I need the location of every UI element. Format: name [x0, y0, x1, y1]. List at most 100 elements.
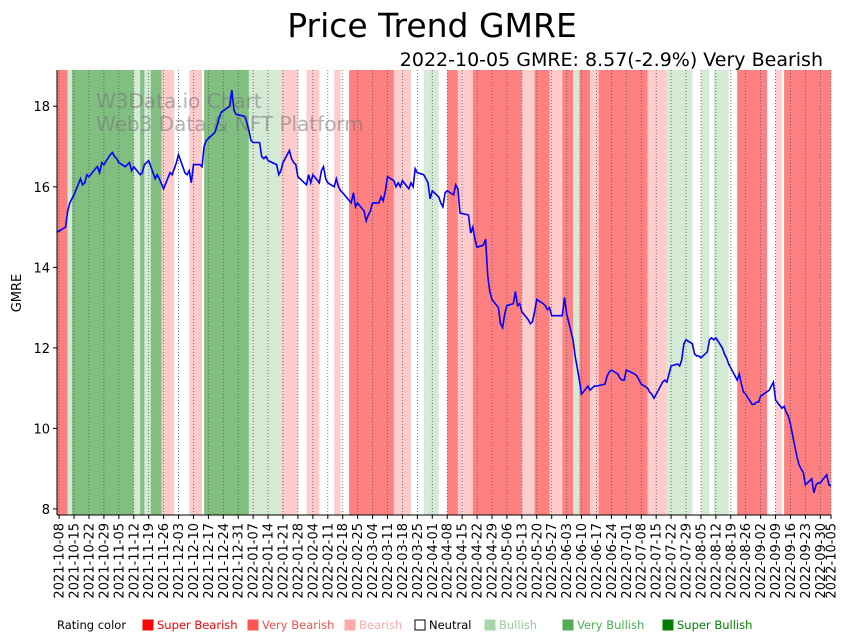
rating-band-very-bullish	[140, 70, 145, 515]
watermark: W3Data.io Chart Web3 Data & NFT Platform	[96, 89, 364, 136]
y-tick-label: 14	[33, 261, 50, 276]
x-tick-label: 2022-04-08	[441, 523, 456, 599]
rating-band-bearish	[334, 70, 341, 515]
legend-label-very-bullish: Very Bullish	[577, 618, 644, 632]
x-tick-label: 2022-04-15	[456, 523, 471, 599]
legend-title: Rating color	[57, 618, 126, 632]
legend-label-bearish: Bearish	[359, 618, 402, 632]
rating-band-bullish	[144, 70, 151, 515]
axes	[56, 70, 831, 516]
x-tick-label: 2022-02-25	[351, 523, 366, 599]
price-series-line	[56, 89, 832, 494]
x-tick-label: 2022-04-01	[426, 523, 441, 599]
rating-band-very-bearish	[784, 70, 831, 515]
rating-band-very-bullish	[150, 70, 162, 515]
x-tick-label: 2022-01-21	[277, 523, 292, 599]
legend-label-neutral: Neutral	[429, 618, 471, 632]
rating-band-very-bearish	[737, 70, 768, 515]
x-axis-ticks: 2021-10-08 2021-10-15 2021-10-22 2021-10-29…	[53, 515, 840, 599]
rating-band-bullish	[248, 70, 281, 515]
rating-band-bullish	[573, 70, 580, 515]
x-tick-label: 2022-05-13	[515, 523, 530, 599]
legend-label-bullish: Bullish	[499, 618, 537, 632]
x-tick-label: 2021-12-17	[202, 523, 217, 599]
x-tick-label: 2021-10-15	[68, 523, 83, 599]
x-tick-label: 2022-01-28	[291, 523, 306, 599]
y-tick-label: 12	[33, 342, 50, 357]
x-tick-label: 2022-07-29	[680, 523, 695, 599]
rating-band-bearish	[590, 70, 599, 515]
x-tick-label: 2021-11-26	[157, 523, 172, 599]
x-tick-label: 2021-12-10	[187, 523, 202, 599]
x-tick-label: 2021-10-08	[53, 523, 68, 599]
x-tick-label: 2022-08-12	[709, 523, 724, 599]
x-tick-label: 2022-10-05	[825, 523, 840, 599]
legend-label-super-bearish: Super Bearish	[157, 618, 238, 632]
rating-band-bullish	[700, 70, 710, 515]
legend-swatch-neutral	[414, 619, 426, 631]
legend-swatch-bearish	[344, 619, 356, 631]
rating-band-very-bullish	[204, 70, 249, 515]
x-tick-label: 2022-04-22	[471, 523, 486, 599]
x-tick-label: 2021-11-12	[127, 523, 142, 599]
rating-band-very-bearish	[579, 70, 591, 515]
y-tick-label: 18	[33, 100, 50, 115]
rating-band-bearish	[280, 70, 298, 515]
rating-band-bullish	[713, 70, 729, 515]
x-grid-lines	[58, 70, 832, 515]
x-tick-label: 2022-05-27	[545, 523, 560, 599]
x-tick-label: 2022-03-25	[411, 523, 426, 599]
rating-band-bearish	[521, 70, 535, 515]
x-tick-label: 2022-07-01	[620, 523, 635, 599]
legend-label-very-bearish: Very Bearish	[262, 618, 334, 632]
legend-swatch-bullish	[484, 619, 496, 631]
x-tick-label: 2022-06-03	[560, 523, 575, 599]
x-tick-label: 2022-05-20	[530, 523, 545, 599]
x-tick-label: 2022-08-05	[694, 523, 709, 599]
x-tick-label: 2021-12-24	[217, 523, 232, 599]
rating-legend: Rating color Super Bearish Very Bearish Be…	[57, 618, 752, 632]
rating-band-bearish	[647, 70, 667, 515]
x-tick-label: 2022-08-26	[739, 523, 754, 599]
y-tick-label: 8	[42, 503, 50, 518]
x-tick-label: 2021-10-29	[97, 523, 112, 599]
rating-band-very-bearish	[349, 70, 394, 515]
rating-band-bearish	[549, 70, 563, 515]
chart-title: Price Trend GMRE	[287, 6, 577, 45]
legend-swatch-super-bullish	[662, 619, 674, 631]
x-tick-label: 2022-07-22	[665, 523, 680, 599]
y-tick-label: 10	[33, 422, 50, 437]
x-tick-label: 2022-03-18	[396, 523, 411, 599]
x-tick-label: 2022-02-18	[336, 523, 351, 599]
x-tick-label: 2022-01-14	[262, 523, 277, 599]
legend-swatch-very-bearish	[247, 619, 259, 631]
rating-band-bullish	[666, 70, 693, 515]
x-tick-label: 2021-11-19	[142, 523, 157, 599]
rating-band-bearish	[775, 70, 782, 515]
rating-band-bearish	[457, 70, 473, 515]
x-tick-label: 2021-12-31	[232, 523, 247, 599]
legend-swatch-very-bullish	[562, 619, 574, 631]
x-tick-label: 2021-12-03	[172, 523, 187, 599]
watermark-line-2: Web3 Data & NFT Platform	[96, 112, 364, 136]
rating-bands	[57, 70, 831, 515]
x-tick-label: 2022-09-02	[754, 523, 769, 599]
y-axis-ticks: 8 10 12 14 16 18	[33, 100, 57, 518]
x-tick-label: 2022-09-23	[799, 523, 814, 599]
x-tick-label: 2022-08-19	[724, 523, 739, 599]
watermark-line-1: W3Data.io Chart	[96, 89, 262, 113]
rating-band-very-bearish	[562, 70, 573, 515]
rating-band-very-bullish	[71, 70, 134, 515]
rating-band-bullish	[133, 70, 141, 515]
rating-band-very-bearish	[598, 70, 648, 515]
rating-band-bullish	[67, 70, 72, 515]
rating-band-very-bearish	[57, 70, 68, 515]
legend-label-super-bullish: Super Bullish	[677, 618, 752, 632]
chart-subtitle: 2022-10-05 GMRE: 8.57(-2.9%) Very Bearis…	[400, 49, 823, 71]
rating-band-very-bearish	[534, 70, 550, 515]
x-tick-label: 2022-02-11	[321, 523, 336, 599]
x-tick-label: 2021-11-05	[112, 523, 127, 599]
x-tick-label: 2022-06-24	[605, 523, 620, 599]
y-axis-label: GMRE	[10, 274, 25, 313]
